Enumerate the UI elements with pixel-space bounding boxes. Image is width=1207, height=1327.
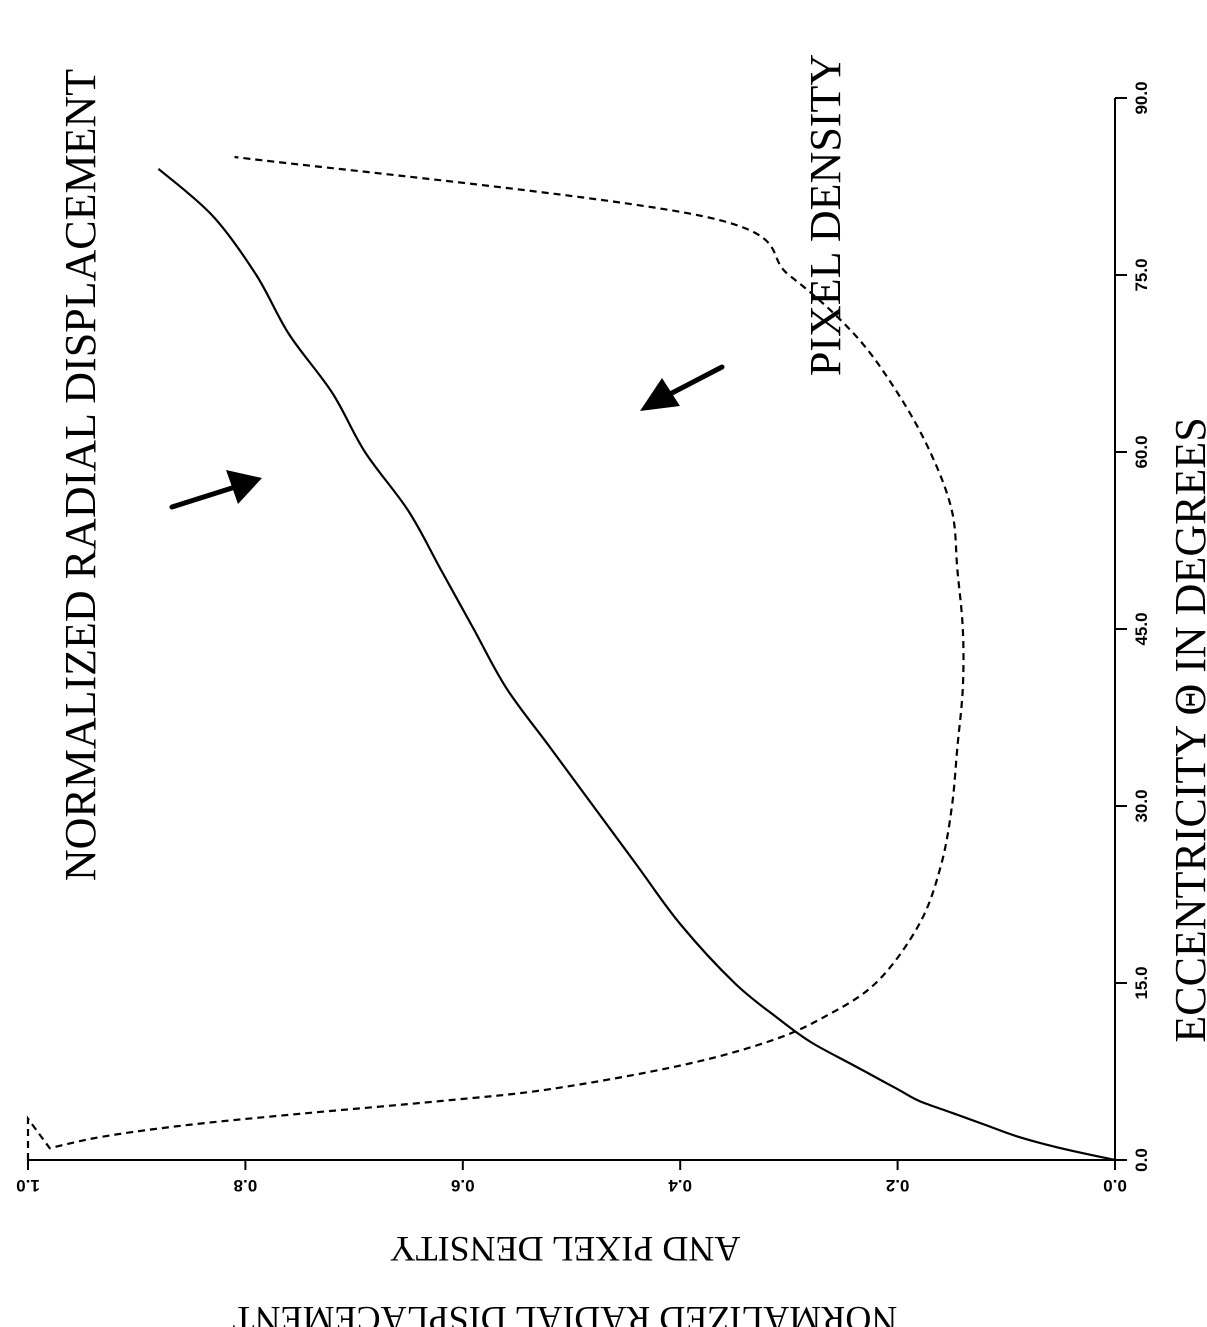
value-axis-tick-label: 0.2 xyxy=(886,1176,910,1195)
pixel-density-line xyxy=(26,155,965,1160)
y-axis-title-line1: NORMALIZED RADIAL DISPLACEMENT xyxy=(233,1299,898,1327)
value-axis-tick-label: 0.0 xyxy=(1103,1176,1127,1195)
pixel-density-series-label: PIXEL DENSITY xyxy=(801,54,850,376)
value-axis-tick-label: 0.8 xyxy=(234,1176,258,1195)
radial-displacement-arrow xyxy=(169,470,262,510)
eccentricity-axis-tick-label: 90.0 xyxy=(1132,81,1151,114)
eccentricity-axis-tick-label: 30.0 xyxy=(1132,789,1151,822)
radial-displacement-line xyxy=(157,167,1116,1162)
value-axis-tick-label: 0.6 xyxy=(451,1176,475,1195)
pixel-density-arrow xyxy=(640,364,725,411)
eccentricity-axis-tick-label: 60.0 xyxy=(1132,435,1151,468)
eccentricity-axis-tick-label: 15.0 xyxy=(1132,966,1151,999)
x-axis-title: ECCENTRICITY Θ IN DEGREES xyxy=(1166,417,1207,1042)
eccentricity-axis-tick-label: 75.0 xyxy=(1132,258,1151,291)
eccentricity-axis-tick-label: 45.0 xyxy=(1132,612,1151,645)
eccentricity-axis-tick-label: 0.0 xyxy=(1132,1148,1151,1172)
value-axis-tick-label: 1.0 xyxy=(16,1176,40,1195)
y-axis-title-line2: AND PIXEL DENSITY xyxy=(390,1229,741,1269)
chart-title: NORMALIZED RADIAL DISPLACEMENT xyxy=(56,69,105,881)
value-axis-tick-label: 0.4 xyxy=(668,1176,692,1195)
ticks-layer: 0.0 0.2 0.4 0.6 0.8 1.0 0.0 15.0 30.0 45.0 60.0 75.… xyxy=(16,81,1151,1195)
